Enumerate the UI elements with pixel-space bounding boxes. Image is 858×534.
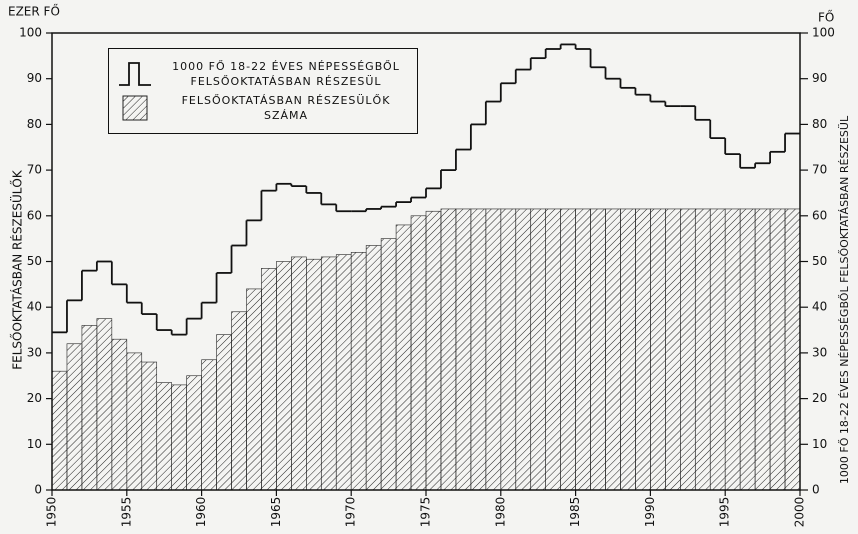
bar xyxy=(126,352,143,491)
bar xyxy=(81,325,98,491)
x-tick-label: 1995 xyxy=(718,497,732,528)
x-tick-label: 1980 xyxy=(493,497,507,528)
y2-tick-label: 60 xyxy=(812,208,827,222)
bar xyxy=(500,208,517,491)
bar xyxy=(231,311,247,491)
bar xyxy=(141,361,158,491)
bar xyxy=(350,252,367,491)
bar xyxy=(246,288,262,491)
bar xyxy=(440,208,457,491)
bar xyxy=(769,208,786,491)
bar xyxy=(171,384,187,491)
y-tick-label: 50 xyxy=(27,254,42,268)
legend-label: 1000 FŐ 18-22 ÉVES NÉPESSÉGBŐL FELSŐOKTA… xyxy=(172,60,400,88)
y-tick-label: 20 xyxy=(27,391,42,405)
bar xyxy=(485,208,502,491)
x-tick-label: 1955 xyxy=(119,497,133,528)
y-unit-label: EZER FŐ xyxy=(8,4,60,19)
bar xyxy=(575,208,591,491)
bar xyxy=(590,208,606,491)
y2-tick-label: 80 xyxy=(812,117,827,131)
y2-tick-label: 0 xyxy=(812,483,820,497)
legend-entry: 1000 FŐ 18-22 ÉVES NÉPESSÉGBŐL FELSŐOKTA… xyxy=(117,59,409,89)
y-tick-label: 90 xyxy=(27,71,42,85)
x-tick-label: 2000 xyxy=(793,497,807,528)
bar xyxy=(784,208,801,491)
y2-unit-label: FŐ xyxy=(818,10,834,25)
bar xyxy=(560,208,576,491)
legend-label: FELSŐOKTATÁSBAN RÉSZESÜLŐK SZÁMA xyxy=(181,94,391,122)
bar xyxy=(635,208,651,491)
bar xyxy=(694,208,711,491)
y2-axis-label: 1000 FŐ 18-22 ÉVES NÉPESSÉGBŐL FELSŐOKTA… xyxy=(837,115,851,484)
y2-tick-label: 20 xyxy=(812,391,827,405)
x-tick-label: 1950 xyxy=(45,497,59,528)
y-tick-label: 30 xyxy=(27,345,42,359)
x-tick-label: 1970 xyxy=(344,497,358,528)
bar xyxy=(724,208,741,491)
bar xyxy=(320,256,337,491)
bar xyxy=(216,334,232,491)
bar xyxy=(530,208,546,491)
bar xyxy=(425,210,442,491)
bar xyxy=(545,208,561,491)
bar xyxy=(620,208,636,491)
bar xyxy=(186,375,202,491)
bar xyxy=(276,261,292,491)
bar xyxy=(754,208,771,491)
bar xyxy=(306,258,322,491)
x-tick-label: 1965 xyxy=(269,497,283,528)
y-tick-label: 100 xyxy=(19,26,42,40)
bar xyxy=(66,343,83,491)
bar xyxy=(156,382,172,491)
bar xyxy=(335,254,352,491)
bar xyxy=(680,208,696,491)
y2-tick-label: 70 xyxy=(812,163,827,177)
y2-tick-label: 40 xyxy=(812,300,827,314)
bar xyxy=(605,208,621,491)
bar xyxy=(291,256,307,491)
bar xyxy=(261,268,277,491)
x-tick-label: 1975 xyxy=(419,497,433,528)
legend: 1000 FŐ 18-22 ÉVES NÉPESSÉGBŐL FELSŐOKTA… xyxy=(108,48,418,134)
y-tick-label: 40 xyxy=(27,300,42,314)
y-axis-label: FELSŐOKTATÁSBAN RÉSZESÜLŐK xyxy=(9,169,25,370)
legend-entry: FELSŐOKTATÁSBAN RÉSZESÜLŐK SZÁMA xyxy=(117,93,409,123)
legend-symbol xyxy=(122,95,148,121)
y-tick-label: 80 xyxy=(27,117,42,131)
bar xyxy=(365,245,382,491)
bar xyxy=(515,208,532,491)
bar xyxy=(650,208,666,491)
y2-tick-label: 100 xyxy=(812,26,835,40)
bar xyxy=(96,318,113,491)
y2-tick-label: 90 xyxy=(812,71,827,85)
x-tick-label: 1985 xyxy=(568,497,582,528)
bar xyxy=(470,208,487,491)
bar xyxy=(51,370,68,491)
y-tick-label: 10 xyxy=(27,437,42,451)
legend-symbol xyxy=(119,62,151,86)
y-tick-label: 70 xyxy=(27,163,42,177)
bar xyxy=(201,359,217,491)
bar xyxy=(395,224,412,491)
bar xyxy=(380,238,397,491)
y-tick-label: 60 xyxy=(27,208,42,222)
bar xyxy=(455,208,472,491)
bar xyxy=(665,208,681,491)
y-tick-label: 0 xyxy=(34,483,42,497)
bar xyxy=(709,208,726,491)
x-tick-label: 1960 xyxy=(194,497,208,528)
y2-tick-label: 30 xyxy=(812,345,827,359)
x-tick-label: 1990 xyxy=(643,497,657,528)
bar xyxy=(111,338,128,491)
bar xyxy=(739,208,756,491)
y2-tick-label: 50 xyxy=(812,254,827,268)
bar xyxy=(410,215,427,491)
y2-tick-label: 10 xyxy=(812,437,827,451)
